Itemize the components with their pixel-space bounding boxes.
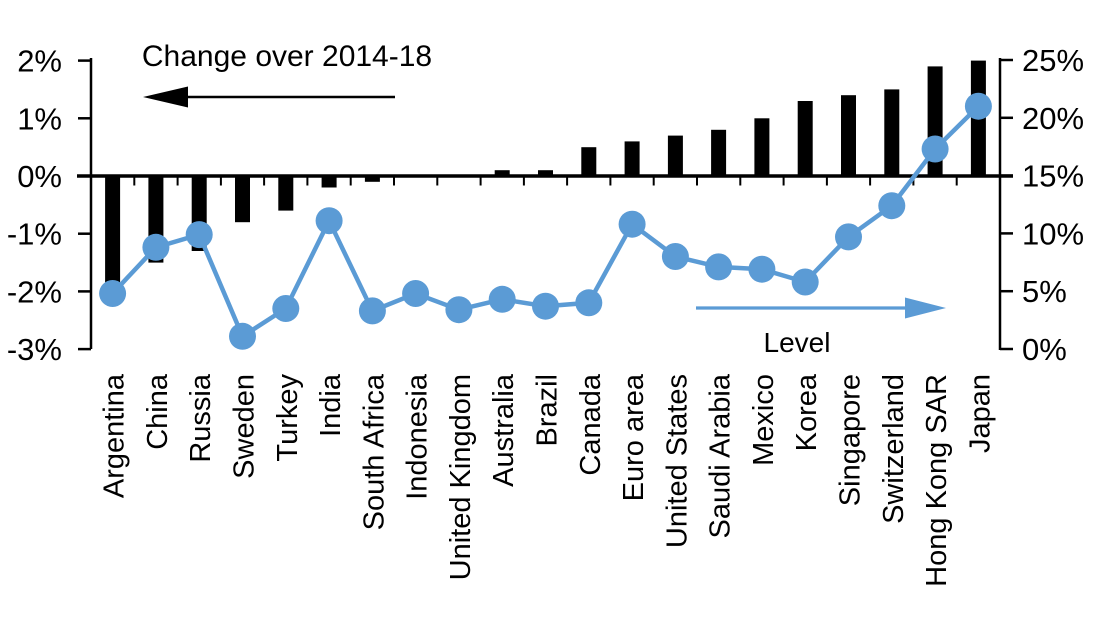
left-axis-tick-label: 0% (17, 159, 62, 194)
level-dot-sweden (229, 322, 256, 350)
bar-saudi-arabia (711, 129, 727, 176)
level-dot-brazil (532, 292, 559, 320)
category-label-euro-area: Euro area (618, 373, 650, 501)
left-axis-tick-label: 2% (17, 44, 62, 79)
left-axis-tick-label: -1% (7, 217, 62, 252)
category-label-mexico: Mexico (748, 374, 780, 466)
level-dot-korea (791, 268, 819, 296)
bar-sweden (235, 176, 250, 223)
line-series-annotation-label: Level (764, 327, 831, 358)
level-dot-switzerland (878, 192, 906, 220)
right-axis-tick-label: 25% (1022, 43, 1084, 78)
level-dot-argentina (99, 280, 127, 307)
category-label-indonesia: Indonesia (402, 373, 434, 500)
level-dot-saudi-arabia (705, 253, 733, 281)
category-label-india: India (315, 373, 347, 437)
bar-australia (494, 170, 510, 176)
category-label-japan: Japan (964, 374, 996, 453)
bar-brazil (538, 170, 553, 176)
category-label-australia: Australia (488, 373, 520, 487)
right-axis-tick-label: 10% (1022, 216, 1084, 251)
category-label-united-kingdom: United Kingdom (445, 374, 477, 580)
bar-series-annotation-label: Change over 2014-18 (142, 40, 432, 73)
right-axis: 25% 20% 15% 10% 5% 0% (998, 43, 1084, 367)
category-label-united-states: United States (661, 374, 693, 548)
bar-mexico (754, 118, 770, 176)
level-dot-russia (185, 221, 213, 249)
category-label-turkey: Turkey (272, 374, 304, 462)
left-axis: 2% 1% 0% -1% -2% -3% (7, 44, 93, 367)
level-dot-south-africa (358, 297, 386, 325)
left-axis-tick-label: 1% (17, 101, 62, 136)
level-dots (99, 92, 992, 350)
right-axis-tick-label: 5% (1022, 274, 1067, 309)
bar-india (321, 176, 337, 188)
category-label-russia: Russia (185, 373, 217, 463)
level-dot-mexico (748, 255, 776, 283)
bar-turkey (278, 176, 294, 211)
left-arrow-head-icon (143, 86, 188, 108)
level-dot-india (315, 207, 343, 235)
category-labels: Argentina China Russia Sweden Turkey India Sou… (99, 373, 997, 587)
level-dot-indonesia (402, 280, 430, 307)
left-axis-tick-label: -3% (7, 332, 62, 367)
level-dot-united-states (661, 243, 689, 270)
level-dot-hong-kong-sar (921, 135, 949, 163)
bar-argentina (105, 176, 121, 298)
level-dot-singapore (835, 223, 862, 251)
level-dot-euro-area (618, 210, 646, 238)
bar-korea (797, 101, 813, 176)
level-dot-japan (964, 92, 992, 120)
right-axis-tick-label: 0% (1022, 332, 1067, 367)
bar-canada (581, 147, 597, 177)
level-dot-canada (575, 289, 603, 317)
bar-switzerland (884, 89, 900, 176)
level-dot-united-kingdom (445, 296, 473, 324)
level-dot-australia (488, 285, 516, 313)
category-label-singapore: Singapore (835, 374, 867, 506)
bar-singapore (841, 95, 856, 176)
right-axis-tick-label: 20% (1022, 101, 1084, 136)
category-label-sweden: Sweden (229, 374, 261, 479)
level-dot-china (142, 233, 170, 261)
annotations: Change over 2014-18 Level (142, 40, 946, 358)
bar-united-states (667, 135, 683, 176)
category-label-canada: Canada (575, 373, 607, 475)
category-label-saudi-arabia: Saudi Arabia (705, 373, 737, 538)
level-dot-turkey (272, 295, 300, 322)
left-axis-tick-label: -2% (7, 274, 62, 309)
category-label-china: China (142, 373, 174, 450)
category-label-korea: Korea (791, 373, 823, 451)
category-label-brazil: Brazil (532, 374, 564, 447)
bar-euro-area (624, 141, 640, 176)
right-arrow-head-icon (905, 297, 946, 319)
category-label-south-africa: South Africa (358, 373, 390, 530)
category-label-argentina: Argentina (99, 373, 131, 498)
right-axis-tick-label: 15% (1022, 159, 1084, 194)
category-label-switzerland: Switzerland (878, 374, 910, 524)
category-label-hong-kong-sar: Hong Kong SAR (921, 374, 953, 587)
bar-south-africa (364, 176, 380, 182)
